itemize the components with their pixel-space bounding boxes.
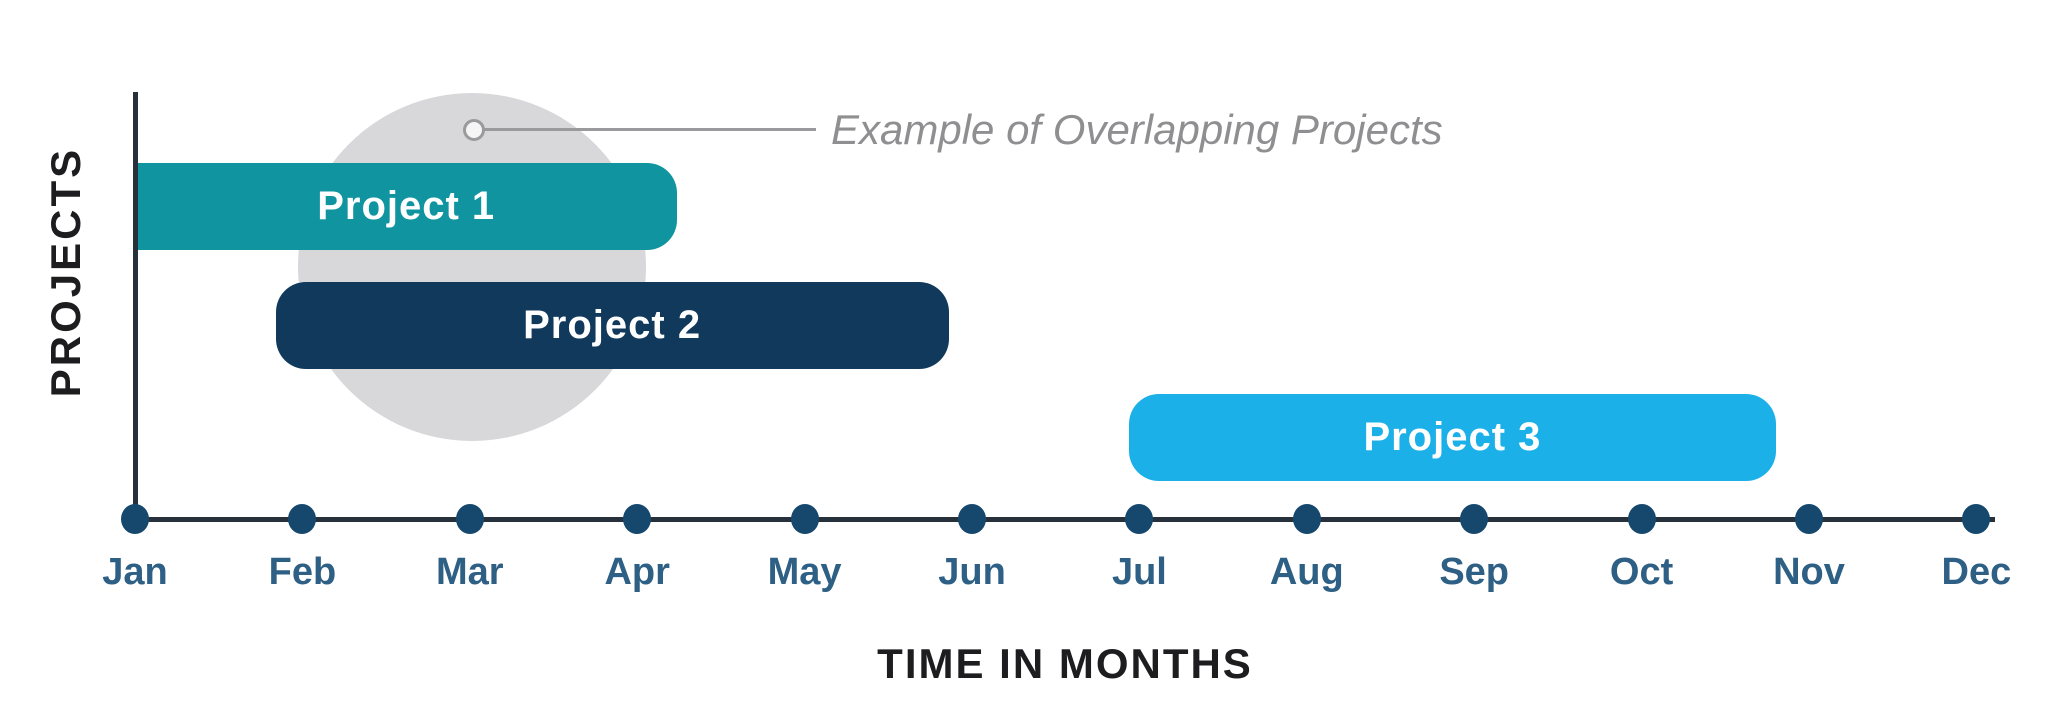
month-label-feb: Feb bbox=[268, 551, 337, 593]
month-label-mar: Mar bbox=[436, 551, 504, 593]
x-axis-title: TIME IN MONTHS bbox=[877, 640, 1253, 687]
month-label-oct: Oct bbox=[1609, 551, 1674, 593]
overlap-highlight-circle bbox=[298, 93, 646, 441]
month-tick-dot-jun bbox=[958, 504, 986, 534]
gantt-bar-project-2: Project 2 bbox=[275, 282, 949, 369]
gantt-bar-label: Project 2 bbox=[523, 303, 702, 347]
y-axis-line bbox=[133, 92, 138, 522]
month-label-aug: Aug bbox=[1269, 551, 1344, 593]
month-label-nov: Nov bbox=[1773, 551, 1845, 593]
month-tick-dot-aug bbox=[1292, 504, 1321, 534]
annotation-marker-circle bbox=[463, 119, 485, 141]
gantt-bar-label: Project 3 bbox=[1363, 415, 1542, 459]
month-label-dec: Dec bbox=[1941, 551, 2012, 593]
month-tick-dot-sep bbox=[1460, 504, 1489, 534]
month-label-jun: Jun bbox=[938, 551, 1006, 593]
month-label-jan: Jan bbox=[102, 551, 168, 593]
gantt-bar-project-3: Project 3 bbox=[1129, 394, 1776, 481]
month-tick-dot-jul bbox=[1125, 504, 1154, 534]
month-tick-dot-mar bbox=[455, 504, 484, 534]
month-tick-dot-dec bbox=[1962, 504, 1991, 534]
month-tick-dot-apr bbox=[623, 504, 652, 534]
month-label-may: May bbox=[767, 551, 842, 593]
annotation-text: Example of Overlapping Projects bbox=[831, 106, 1443, 153]
annotation-leader-line bbox=[482, 128, 816, 131]
month-tick-dot-may bbox=[790, 504, 819, 534]
gantt-bar-project-1: Project 1 bbox=[135, 163, 678, 250]
month-tick-dot-feb bbox=[288, 504, 317, 534]
x-axis-line bbox=[133, 517, 1995, 522]
y-axis-title: PROJECTS bbox=[42, 146, 89, 398]
month-label-sep: Sep bbox=[1439, 551, 1510, 593]
month-tick-dot-oct bbox=[1627, 504, 1656, 534]
month-tick-dot-jan bbox=[121, 504, 149, 534]
month-tick-dot-nov bbox=[1795, 504, 1823, 534]
month-label-apr: Apr bbox=[604, 551, 670, 593]
gantt-bar-label: Project 1 bbox=[317, 184, 496, 228]
month-label-jul: Jul bbox=[1111, 551, 1167, 593]
